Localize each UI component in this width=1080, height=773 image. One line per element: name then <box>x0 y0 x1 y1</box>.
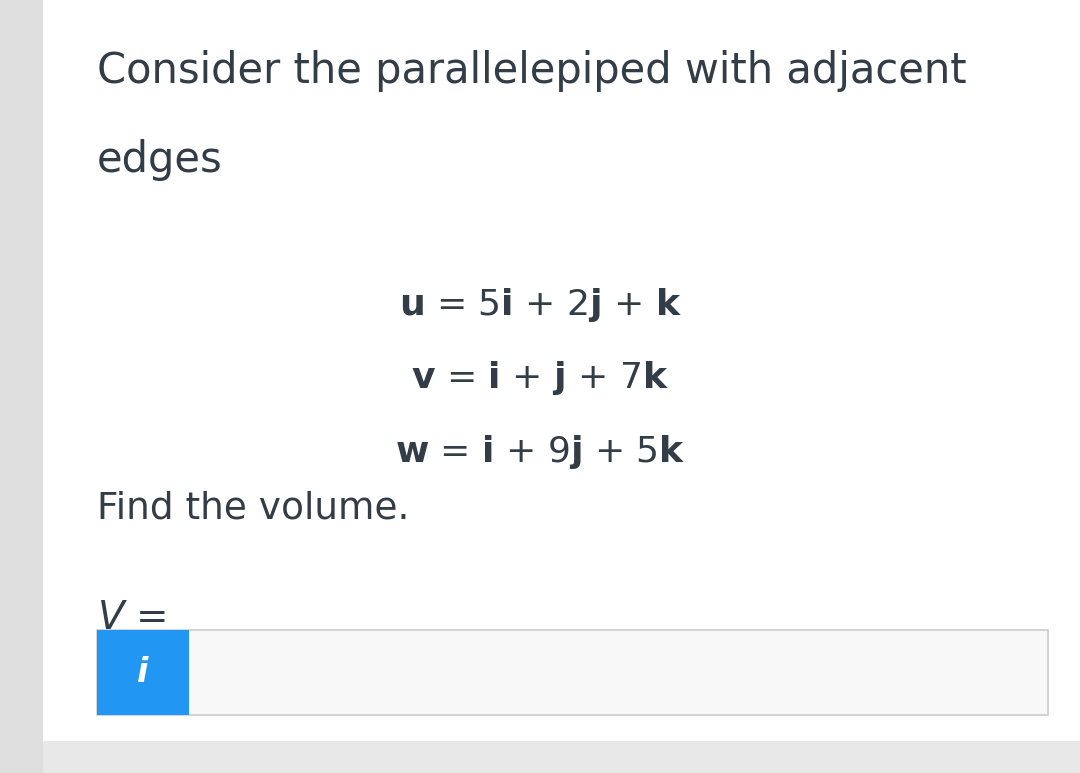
Bar <box>97 630 189 715</box>
Text: $\mathbf{u}$ = 5$\mathbf{i}$ + 2$\mathbf{j}$ + $\mathbf{k}$: $\mathbf{u}$ = 5$\mathbf{i}$ + 2$\mathbf… <box>399 286 681 324</box>
Text: i: i <box>137 656 149 689</box>
Text: $V$ =: $V$ = <box>97 599 166 637</box>
Bar <box>97 630 1048 715</box>
Text: edges: edges <box>97 139 222 181</box>
Text: Find the volume.: Find the volume. <box>97 491 409 527</box>
Text: Consider the parallelepiped with adjacent: Consider the parallelepiped with adjacen… <box>97 50 967 92</box>
Text: $\mathbf{w}$ = $\mathbf{i}$ + 9$\mathbf{j}$ + 5$\mathbf{k}$: $\mathbf{w}$ = $\mathbf{i}$ + 9$\mathbf{… <box>394 433 686 471</box>
Text: $\mathbf{v}$ = $\mathbf{i}$ + $\mathbf{j}$ + 7$\mathbf{k}$: $\mathbf{v}$ = $\mathbf{i}$ + $\mathbf{j… <box>411 359 669 397</box>
